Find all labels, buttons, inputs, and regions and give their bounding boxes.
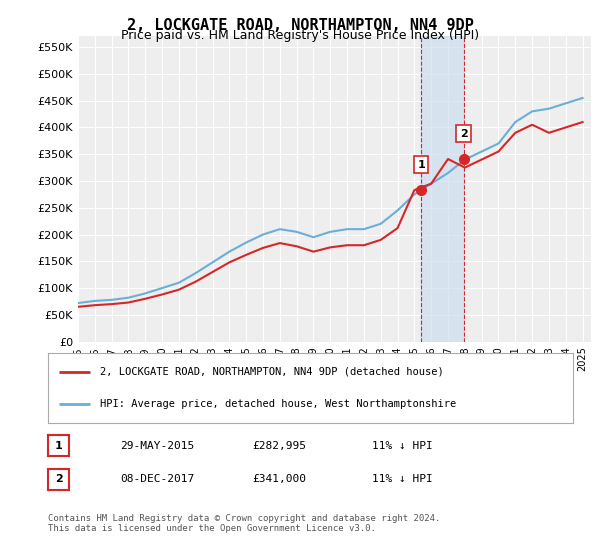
Text: 1: 1	[418, 160, 425, 170]
Text: Price paid vs. HM Land Registry's House Price Index (HPI): Price paid vs. HM Land Registry's House …	[121, 29, 479, 42]
Text: 11% ↓ HPI: 11% ↓ HPI	[372, 441, 433, 451]
Text: £341,000: £341,000	[252, 474, 306, 484]
Text: 2, LOCKGATE ROAD, NORTHAMPTON, NN4 9DP: 2, LOCKGATE ROAD, NORTHAMPTON, NN4 9DP	[127, 18, 473, 33]
Text: 2: 2	[55, 474, 62, 484]
Text: 2: 2	[460, 129, 467, 139]
Text: £282,995: £282,995	[252, 441, 306, 451]
Text: 08-DEC-2017: 08-DEC-2017	[120, 474, 194, 484]
Text: HPI: Average price, detached house, West Northamptonshire: HPI: Average price, detached house, West…	[101, 399, 457, 409]
Text: 29-MAY-2015: 29-MAY-2015	[120, 441, 194, 451]
Text: 1: 1	[55, 441, 62, 451]
Bar	[421, 36, 464, 342]
Text: Contains HM Land Registry data © Crown copyright and database right 2024.
This d: Contains HM Land Registry data © Crown c…	[48, 514, 440, 534]
Text: 11% ↓ HPI: 11% ↓ HPI	[372, 474, 433, 484]
Text: 2, LOCKGATE ROAD, NORTHAMPTON, NN4 9DP (detached house): 2, LOCKGATE ROAD, NORTHAMPTON, NN4 9DP (…	[101, 367, 444, 377]
